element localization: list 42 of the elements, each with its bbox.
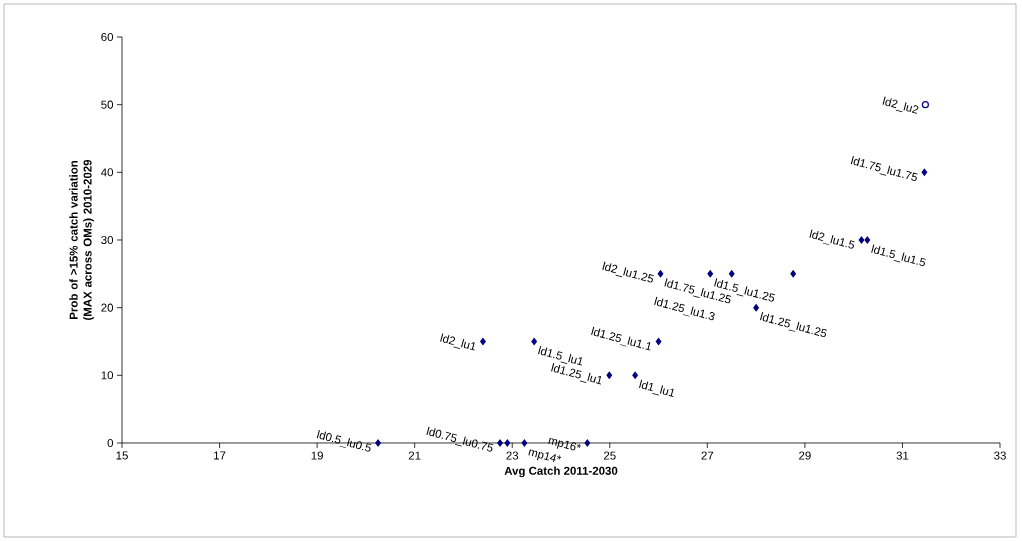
point xyxy=(657,270,664,278)
point xyxy=(531,337,538,346)
x-tick-label: 25 xyxy=(603,451,616,460)
point xyxy=(606,371,613,379)
y-tick-label: 20 xyxy=(101,303,114,312)
x-tick-label: 15 xyxy=(116,451,128,460)
y-tick-label: 60 xyxy=(101,32,114,42)
x-tick-label: 17 xyxy=(214,451,226,460)
point xyxy=(753,304,759,312)
point xyxy=(584,439,591,447)
annotation: mp16* xyxy=(548,437,581,451)
point xyxy=(921,168,928,176)
y-axis-title: Prob of >15% catch variation (MAX across OMs) 2010-2029 xyxy=(69,159,94,320)
point xyxy=(864,236,871,244)
point xyxy=(504,439,511,447)
annotation: ld2_lu1 xyxy=(440,333,475,351)
point xyxy=(790,270,797,278)
x-tick-label: 29 xyxy=(799,451,811,460)
x-tick-label: 21 xyxy=(408,451,421,460)
annotation: ld2_lu2 xyxy=(882,96,919,114)
point xyxy=(375,439,381,447)
point xyxy=(497,439,503,447)
x-tick-label: 23 xyxy=(506,451,519,460)
x-tick-label: 27 xyxy=(701,451,714,460)
y-tick-label: 50 xyxy=(101,100,114,109)
x-tick-label: 31 xyxy=(896,451,909,460)
y-tick-label: 10 xyxy=(101,371,114,380)
point xyxy=(707,270,714,278)
x-tick-label: 19 xyxy=(311,451,323,460)
point xyxy=(921,101,929,109)
point xyxy=(728,270,735,278)
point xyxy=(521,439,528,447)
annotation: mp14* xyxy=(528,449,562,463)
x-tick-label: 33 xyxy=(994,451,1006,460)
y-tick-label: 0 xyxy=(107,438,114,448)
x-axis-title: Avg Catch 2011-2030 xyxy=(504,466,618,478)
point xyxy=(632,371,638,379)
y-tick-label: 30 xyxy=(101,235,114,245)
y-tick-label: 40 xyxy=(101,168,114,177)
point xyxy=(858,236,865,244)
annotation: ld1_lu1 xyxy=(639,379,674,397)
point xyxy=(655,337,662,346)
